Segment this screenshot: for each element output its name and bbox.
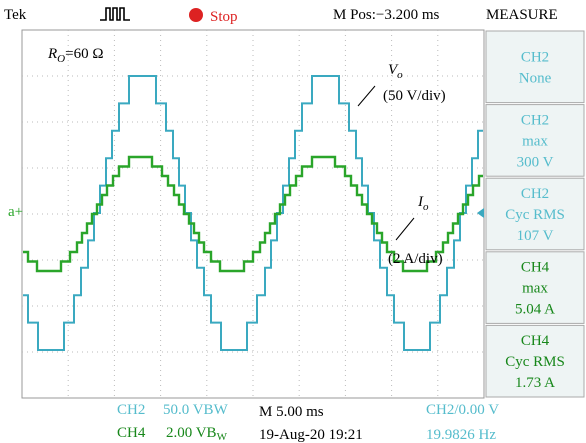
scope-screen: Tek Stop M Pos:−3.200 ms MEASURE a+ RO=6… bbox=[0, 0, 586, 443]
channel-marker: a+ bbox=[8, 204, 23, 220]
measure-text: max bbox=[522, 281, 548, 297]
scale-subscript: W bbox=[217, 431, 228, 443]
footer-trigger: CH2/0.00 V bbox=[426, 402, 499, 418]
footer-frequency: 19.9826 Hz bbox=[426, 427, 496, 443]
position: M Pos:−3.200 ms bbox=[333, 7, 440, 23]
voltage-scale: (50 V/div) bbox=[383, 88, 446, 104]
stop-icon bbox=[189, 8, 203, 22]
value: =60 Ω bbox=[65, 46, 103, 62]
subscript: o bbox=[397, 69, 403, 81]
measure-text: CH4 bbox=[521, 260, 550, 276]
measure-text: None bbox=[519, 70, 552, 86]
subscript: O bbox=[57, 53, 65, 65]
measure-text: 1.73 A bbox=[515, 375, 555, 391]
symbol: R bbox=[47, 46, 57, 62]
current-scale: (2 A/div) bbox=[388, 251, 443, 267]
scale: 2.00 VB bbox=[166, 425, 217, 441]
measure-text: CH4 bbox=[521, 333, 550, 349]
measure-text: Cyc RMS bbox=[505, 207, 565, 223]
measure-text: 107 V bbox=[517, 228, 554, 244]
measure-box bbox=[486, 31, 584, 103]
footer-date: 19-Aug-20 19:21 bbox=[259, 427, 363, 443]
measure-text: 300 V bbox=[517, 154, 554, 170]
brand: Tek bbox=[4, 7, 27, 23]
measure-text: 5.04 A bbox=[515, 302, 555, 318]
menu-title: MEASURE bbox=[486, 7, 558, 23]
footer-scale: 50.0 VBW bbox=[163, 402, 229, 418]
footer-time: M 5.00 ms bbox=[259, 404, 324, 420]
footer-channel: CH2 bbox=[117, 402, 145, 418]
measure-panel: CH2 None CH2 max 300 V CH2 Cyc RMS 107 V CH4 max 5… bbox=[486, 31, 584, 397]
measure-text: CH2 bbox=[521, 186, 549, 202]
measure-text: CH2 bbox=[521, 112, 549, 128]
measure-text: Cyc RMS bbox=[505, 354, 565, 370]
footer-channel: CH4 bbox=[117, 425, 146, 441]
status: Stop bbox=[210, 9, 238, 25]
subscript: o bbox=[423, 201, 429, 213]
measure-text: max bbox=[522, 133, 548, 149]
measure-text: CH2 bbox=[521, 49, 549, 65]
